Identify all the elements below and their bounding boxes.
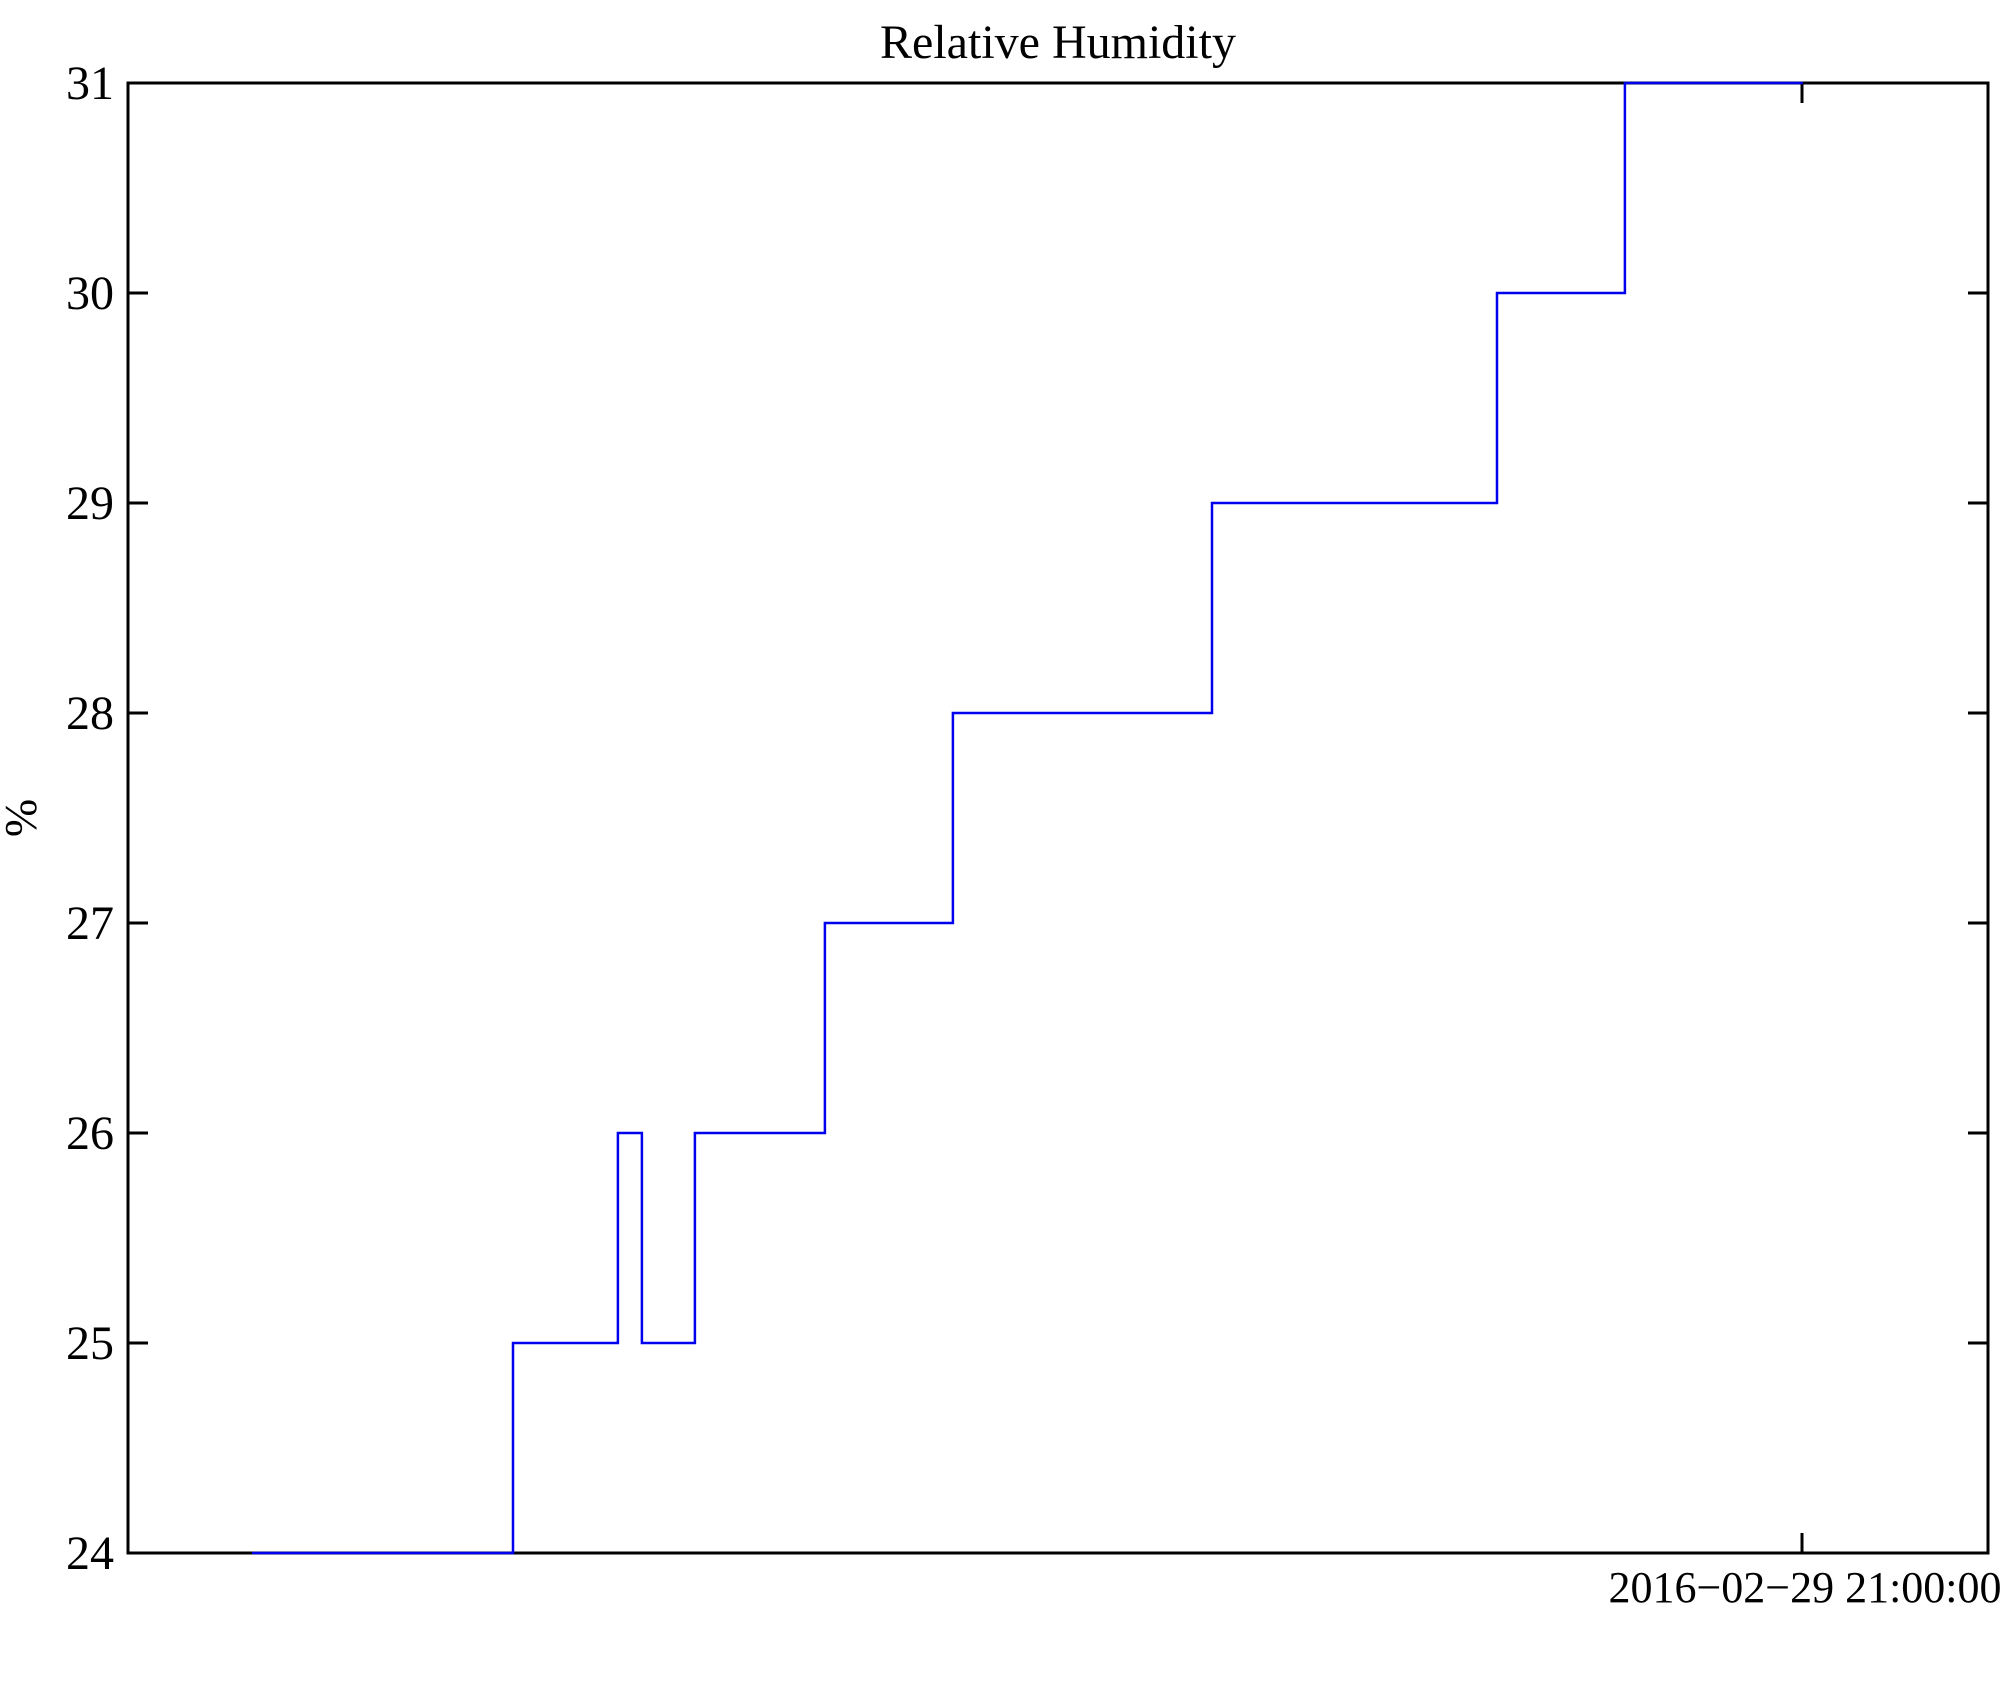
x-tick-label: 2016−02−29 21:00:00	[1608, 1563, 2001, 1612]
y-tick-label: 29	[66, 477, 114, 530]
y-tick-label: 27	[66, 897, 114, 950]
y-tick-label: 26	[66, 1107, 114, 1160]
y-tick-labels: 24 25 26 27 28 29 30 31	[66, 57, 114, 1580]
y-tick-label: 31	[66, 57, 114, 110]
y-axis-label: %	[0, 799, 46, 837]
axis-ticks	[128, 81, 1988, 1555]
y-tick-label: 28	[66, 687, 114, 740]
humidity-step-line	[252, 81, 1803, 1555]
chart-title: Relative Humidity	[880, 16, 1236, 69]
y-tick-label: 24	[66, 1527, 114, 1580]
y-tick-label: 25	[66, 1317, 114, 1370]
y-tick-label: 30	[66, 267, 114, 320]
plot-border	[126, 81, 1990, 1555]
